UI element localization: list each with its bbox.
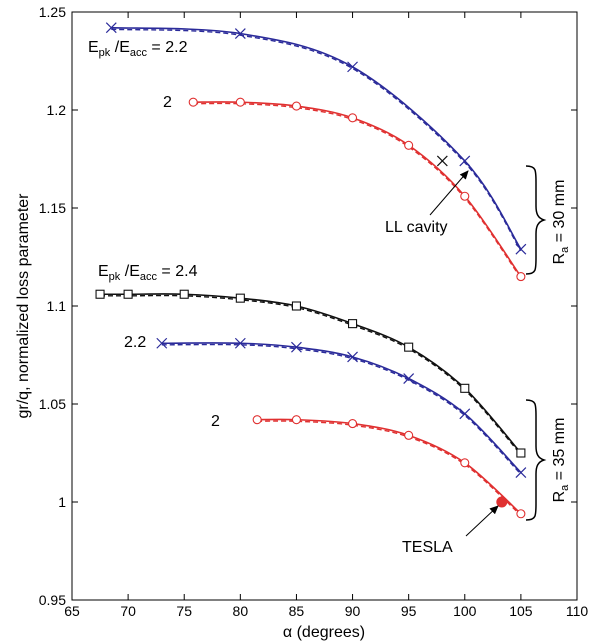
series-line (161, 342, 522, 474)
series-line (100, 293, 522, 454)
data-point-square (404, 342, 414, 352)
data-point-square (235, 293, 245, 303)
data-point-circle (460, 458, 470, 468)
series-line-dashed (161, 343, 522, 475)
data-point-circle (404, 430, 414, 440)
ra-35mm-label: Ra = 35 mm (551, 418, 571, 503)
data-point-circle (460, 191, 470, 201)
data-point-x (403, 373, 415, 384)
data-point-square (516, 448, 526, 458)
data-point-x (156, 337, 168, 349)
x-tick-label: 105 (509, 603, 533, 619)
data-point-x (291, 341, 302, 353)
series-2 (95, 289, 526, 458)
ll-cavity-label: LL cavity (385, 219, 448, 236)
x-axis-title: α (degrees) (283, 624, 365, 641)
series-line-dashed (193, 102, 522, 279)
x-tick-label: 70 (120, 603, 136, 619)
x-tick-label: 95 (401, 603, 417, 619)
y-tick-label: 1.15 (39, 200, 66, 216)
y-tick-label: 1.2 (47, 102, 67, 118)
data-point-x (459, 408, 471, 420)
series-3 (156, 337, 527, 479)
data-point-square (348, 319, 358, 329)
tesla-label: TESLA (402, 539, 453, 556)
data-point-x (347, 61, 358, 73)
x-tick-label: 85 (289, 603, 305, 619)
x-tick-label: 110 (566, 603, 589, 619)
data-point-circle (404, 140, 414, 150)
x-tick-label: 100 (453, 603, 477, 619)
data-point-circle (348, 113, 358, 123)
data-point-x (459, 155, 471, 167)
data-point-x (436, 155, 448, 167)
x-tick-label: 75 (176, 603, 192, 619)
plot-frame (71, 11, 578, 601)
ll-cavity-arrow (429, 170, 469, 216)
data-point-square (179, 289, 189, 299)
data-point-filled (496, 496, 508, 508)
x-tick-label: 65 (64, 603, 80, 619)
y-tick-label: 0.95 (39, 592, 66, 608)
y-tick-label: 1.25 (39, 4, 66, 20)
data-point-square (123, 289, 133, 299)
series-line (111, 26, 522, 250)
data-point-circle (188, 97, 198, 107)
data-point-circle (516, 509, 526, 519)
data-point-x (234, 337, 246, 349)
data-point-circle (291, 415, 301, 425)
annotation-mid-ratio: Epk /Eacc = 2.4 (98, 263, 198, 283)
data-point-square (291, 301, 301, 311)
brace-30mm (525, 165, 547, 275)
series-1 (188, 97, 526, 282)
series-line-dashed (257, 420, 522, 516)
brace-35mm (525, 399, 547, 521)
data-point-circle (235, 97, 245, 107)
x-tick-label: 80 (233, 603, 249, 619)
data-point-circle (516, 272, 526, 282)
data-point-square (95, 289, 105, 299)
data-point-x (515, 467, 527, 479)
series-layer (95, 22, 527, 519)
series-0 (105, 22, 527, 255)
ra-30mm-label: Ra = 30 mm (551, 180, 571, 265)
data-point-x (347, 351, 358, 363)
y-tick-label: 1 (58, 494, 66, 510)
annotation-top-2: 2 (163, 94, 172, 111)
annotation-low-2: 2 (211, 413, 220, 430)
y-axis-title: gr/q, normalized loss parameter (15, 193, 32, 419)
data-point-x (105, 22, 117, 34)
y-tick-label: 1.05 (39, 396, 66, 412)
data-point-circle (348, 419, 358, 429)
annotation-mid-22: 2.2 (124, 334, 146, 351)
x-tick-label: 90 (345, 603, 361, 619)
tesla-arrow (465, 505, 499, 537)
y-tick-label: 1.1 (47, 298, 67, 314)
data-point-x (234, 28, 246, 39)
data-point-x (515, 243, 527, 255)
series-line-dashed (100, 294, 522, 456)
data-point-circle (252, 415, 262, 425)
data-point-square (460, 383, 470, 393)
series-line (257, 418, 522, 515)
axis-ticks: 65 70 75 80 85 90 95 100 105 110 0.95 1 1.05 1.1 1.15 1… (39, 4, 589, 619)
series-line (193, 101, 522, 278)
annotation-top-ratio: Epk /Eacc = 2.2 (88, 39, 188, 59)
series-4 (252, 415, 526, 519)
data-point-circle (291, 101, 301, 111)
series-line-dashed (111, 28, 522, 252)
